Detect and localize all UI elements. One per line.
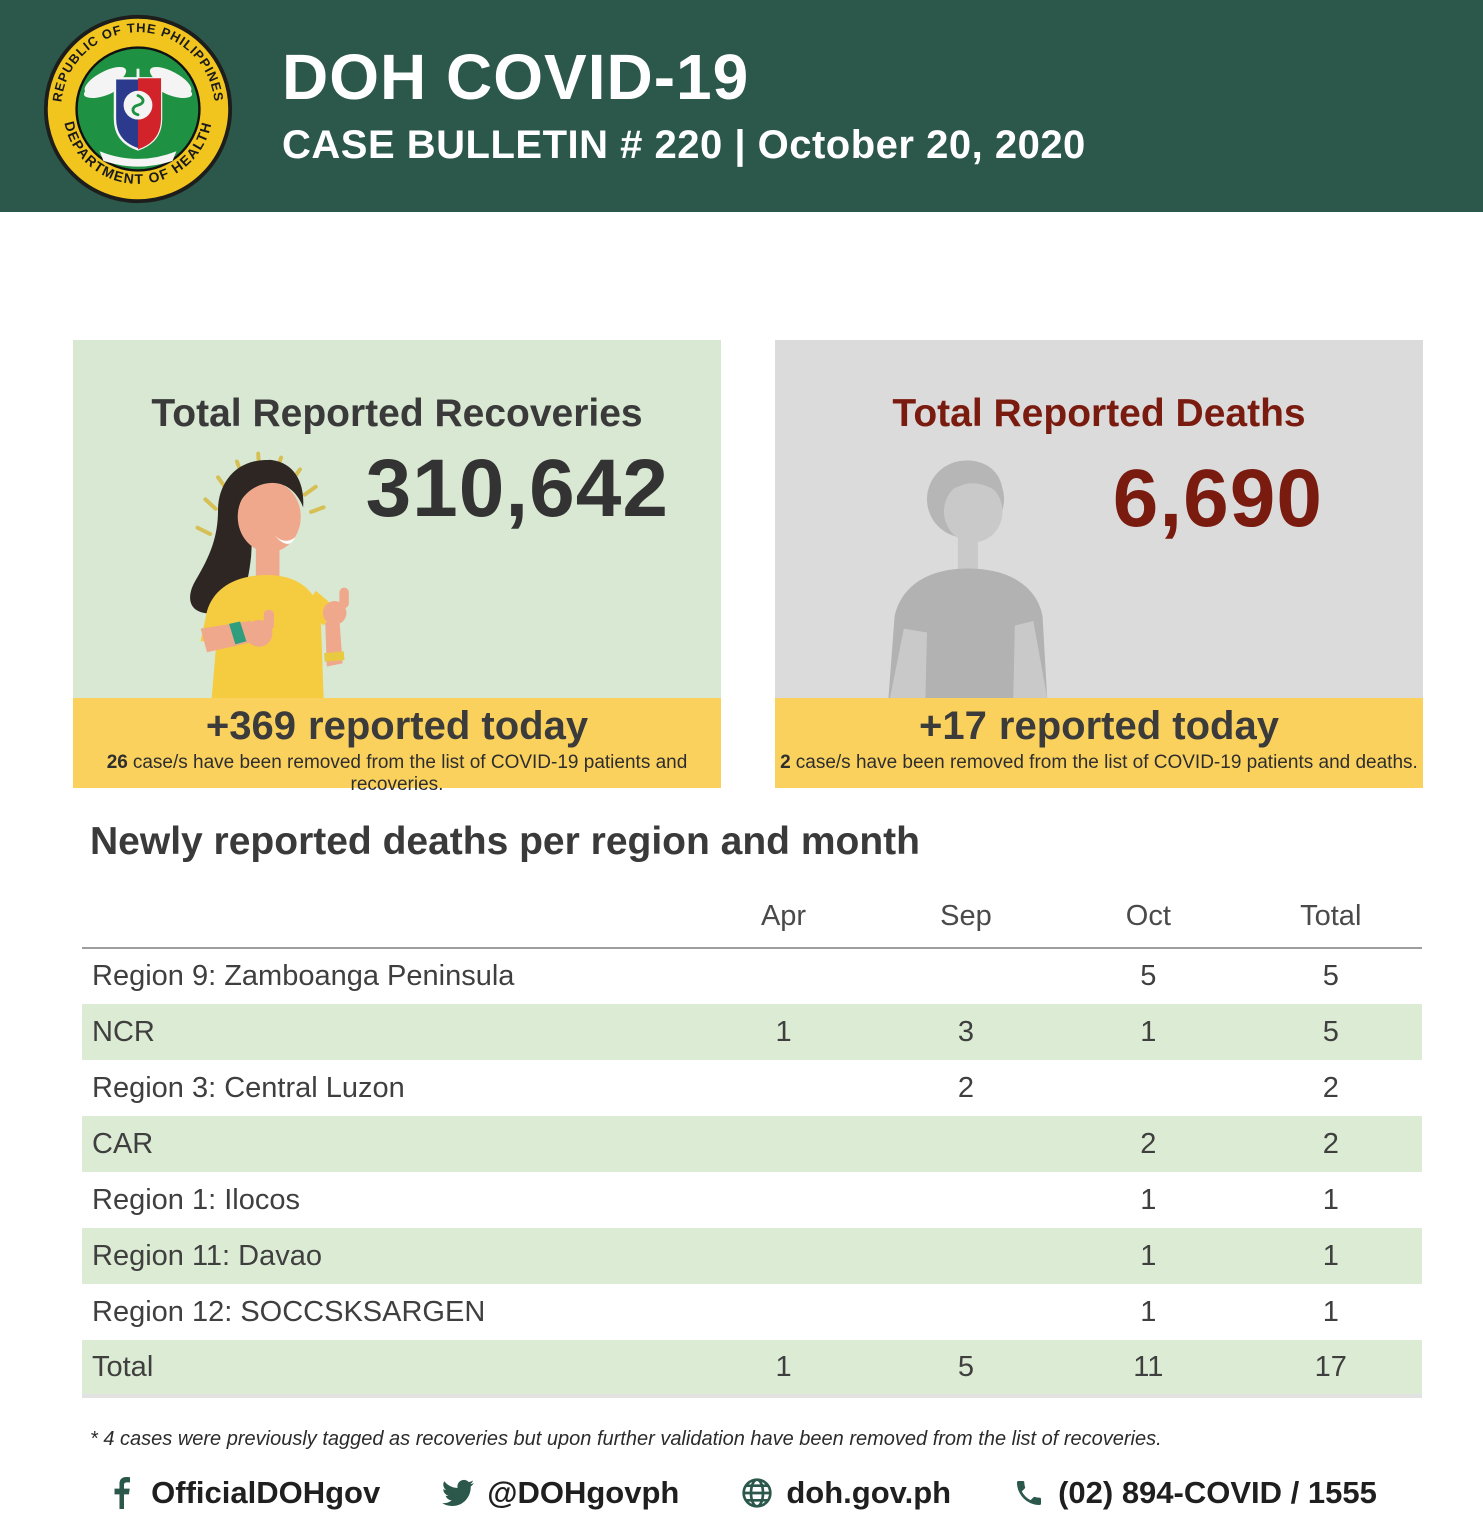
deaths-delta: +17 bbox=[919, 704, 987, 748]
table-header-row: Apr Sep Oct Total bbox=[82, 888, 1422, 949]
region-cell: Region 12: SOCCSKSARGEN bbox=[92, 1295, 486, 1328]
recoveries-delta-text: reported today bbox=[308, 704, 589, 748]
doh-seal-icon: REPUBLIC OF THE PHILIPPINES DEPARTMENT O… bbox=[43, 14, 233, 204]
apr-cell: 1 bbox=[775, 1015, 792, 1048]
oct-cell bbox=[1057, 1060, 1239, 1116]
recovered-person-illustration bbox=[190, 451, 349, 698]
hotline-text: (02) 894-COVID / 1555 bbox=[1058, 1475, 1377, 1510]
sep-cell: 5 bbox=[874, 1340, 1058, 1398]
apr-cell bbox=[692, 1172, 874, 1228]
sep-cell bbox=[875, 1284, 1057, 1340]
twitter-handle: @DOHgovph bbox=[442, 1475, 679, 1511]
deaths-card: Total Reported Deaths 6,690 +17 reported … bbox=[775, 340, 1423, 788]
sep-cell bbox=[875, 948, 1057, 1004]
total-cell: 2 bbox=[1322, 1071, 1339, 1104]
website-text: doh.gov.ph bbox=[786, 1475, 952, 1510]
region-column-header bbox=[82, 888, 693, 949]
region-cell: Region 3: Central Luzon bbox=[92, 1071, 405, 1104]
region-cell: Total bbox=[82, 1340, 693, 1398]
deaths-delta-text: reported today bbox=[998, 704, 1279, 748]
deaths-card-title: Total Reported Deaths bbox=[892, 392, 1306, 435]
footnote: * 4 cases were previously tagged as reco… bbox=[90, 1428, 1162, 1450]
apr-cell bbox=[692, 1116, 874, 1172]
facebook-icon bbox=[114, 1477, 131, 1509]
summary-cards: Total Reported Recoveries 310,642 bbox=[73, 340, 1423, 795]
oct-cell: 11 bbox=[1057, 1340, 1240, 1398]
apr-cell: 1 bbox=[692, 1340, 875, 1398]
globe-icon bbox=[742, 1478, 773, 1508]
recoveries-delta: +369 bbox=[205, 704, 297, 748]
apr-column-header: Apr bbox=[692, 888, 875, 949]
total-cell: 1 bbox=[1322, 1183, 1339, 1216]
logo-wings bbox=[83, 66, 193, 98]
oct-cell: 1 bbox=[1140, 1015, 1157, 1048]
oct-cell: 1 bbox=[1140, 1295, 1157, 1328]
recoveries-card-title: Total Reported Recoveries bbox=[151, 392, 643, 435]
region-cell: CAR bbox=[92, 1127, 154, 1160]
deaths-count: 6,690 bbox=[1112, 453, 1323, 544]
sep-cell: 3 bbox=[957, 1015, 974, 1048]
recoveries-removed-count: 26 bbox=[106, 752, 128, 773]
logo-shield bbox=[113, 68, 163, 151]
region-cell: NCR bbox=[92, 1015, 155, 1048]
total-cell: 5 bbox=[1322, 960, 1339, 992]
total-cell: 17 bbox=[1239, 1340, 1422, 1398]
bulletin-title: DOH COVID-19 bbox=[282, 40, 750, 113]
doh-seal-logo: REPUBLIC OF THE PHILIPPINES DEPARTMENT O… bbox=[42, 13, 234, 205]
table-row: Region 11: Davao 1 1 bbox=[82, 1228, 1422, 1284]
logo-banner bbox=[99, 151, 177, 167]
table-row: Region 9: Zamboanga Peninsula 5 5 bbox=[82, 948, 1422, 1004]
region-cell: Region 9: Zamboanga Peninsula bbox=[92, 960, 515, 992]
deaths-removed-count: 2 bbox=[780, 752, 791, 773]
recoveries-count: 310,642 bbox=[365, 443, 669, 534]
total-cell: 2 bbox=[1322, 1127, 1339, 1160]
oct-cell: 1 bbox=[1140, 1239, 1157, 1272]
deaths-table-section: Newly reported deaths per region and mon… bbox=[0, 820, 1483, 1398]
region-cell: Region 1: Ilocos bbox=[92, 1183, 300, 1216]
deaths-by-region-table: Apr Sep Oct Total Region 9: Zamboanga Pe… bbox=[82, 888, 1422, 1398]
sep-cell bbox=[875, 1116, 1057, 1172]
table-row: Region 12: SOCCSKSARGEN 1 1 bbox=[82, 1284, 1422, 1340]
oct-column-header: Oct bbox=[1057, 888, 1240, 949]
apr-cell bbox=[692, 948, 874, 1004]
facebook-handle: OfficialDOHgov bbox=[106, 1475, 380, 1511]
table-row: CAR 2 2 bbox=[82, 1116, 1422, 1172]
facebook-handle-text: OfficialDOHgov bbox=[151, 1475, 381, 1510]
deaths-removed-text: case/s have been removed from the list o… bbox=[795, 752, 1418, 773]
header-banner: REPUBLIC OF THE PHILIPPINES DEPARTMENT O… bbox=[0, 0, 1483, 212]
recoveries-removed-text: case/s have been removed from the list o… bbox=[132, 752, 688, 795]
twitter-icon bbox=[442, 1479, 475, 1506]
total-cell: 5 bbox=[1322, 1015, 1339, 1048]
total-cell: 1 bbox=[1322, 1239, 1339, 1272]
website: doh.gov.ph bbox=[741, 1475, 951, 1511]
footer-contacts: OfficialDOHgov @DOHgovph doh.gov.ph (02)… bbox=[0, 1475, 1483, 1511]
sep-cell bbox=[875, 1228, 1057, 1284]
recoveries-card: Total Reported Recoveries 310,642 bbox=[73, 340, 721, 795]
total-cell: 1 bbox=[1322, 1295, 1339, 1328]
apr-cell bbox=[692, 1228, 874, 1284]
apr-cell bbox=[692, 1284, 874, 1340]
deaths-today-strip: +17 reported today 2 case/s have been remo… bbox=[775, 698, 1423, 788]
phone-icon bbox=[1017, 1481, 1042, 1505]
sep-column-header: Sep bbox=[874, 888, 1058, 949]
sep-cell: 2 bbox=[957, 1071, 974, 1104]
twitter-handle-text: @DOHgovph bbox=[487, 1475, 680, 1510]
oct-cell: 2 bbox=[1140, 1127, 1157, 1160]
total-column-header: Total bbox=[1239, 888, 1422, 949]
hotline: (02) 894-COVID / 1555 bbox=[1013, 1475, 1377, 1511]
apr-cell bbox=[692, 1060, 874, 1116]
table-title: Newly reported deaths per region and mon… bbox=[90, 820, 920, 863]
region-cell: Region 11: Davao bbox=[92, 1239, 323, 1272]
deceased-person-silhouette bbox=[888, 460, 1048, 698]
oct-cell: 5 bbox=[1140, 960, 1157, 992]
oct-cell: 1 bbox=[1140, 1183, 1157, 1216]
sep-cell bbox=[875, 1172, 1057, 1228]
table-row: NCR 1 3 1 5 bbox=[82, 1004, 1422, 1060]
table-row: Region 3: Central Luzon 2 2 bbox=[82, 1060, 1422, 1116]
bulletin-subtitle: CASE BULLETIN # 220 | October 20, 2020 bbox=[282, 123, 1086, 168]
recoveries-today-strip: +369 reported today 26 case/s have been re… bbox=[73, 698, 721, 795]
table-row-total: Total 1 5 11 17 bbox=[82, 1340, 1422, 1398]
table-row: Region 1: Ilocos 1 1 bbox=[82, 1172, 1422, 1228]
